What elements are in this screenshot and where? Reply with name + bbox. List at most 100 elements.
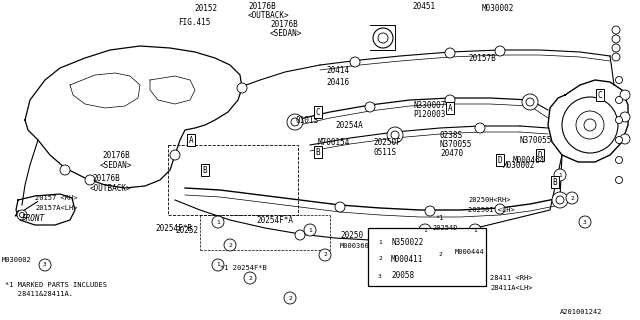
Circle shape <box>612 35 620 43</box>
Text: 20252: 20252 <box>175 226 198 235</box>
Circle shape <box>552 192 568 208</box>
Text: M000360: M000360 <box>340 243 370 249</box>
Circle shape <box>620 112 630 122</box>
Circle shape <box>212 216 224 228</box>
Circle shape <box>445 95 455 105</box>
Circle shape <box>612 26 620 34</box>
Circle shape <box>304 224 316 236</box>
Circle shape <box>170 150 180 160</box>
Text: N370055: N370055 <box>520 135 552 145</box>
Circle shape <box>319 249 331 261</box>
Text: 1: 1 <box>473 228 477 233</box>
Circle shape <box>390 130 400 140</box>
Circle shape <box>17 210 27 220</box>
Text: 28411 <RH>: 28411 <RH> <box>490 275 532 281</box>
Circle shape <box>555 195 565 205</box>
Text: 1: 1 <box>423 228 427 233</box>
Circle shape <box>475 123 485 133</box>
Text: M030002: M030002 <box>502 161 535 170</box>
Text: 20451: 20451 <box>412 2 435 11</box>
Text: *1: *1 <box>435 215 444 221</box>
Circle shape <box>556 196 564 204</box>
Text: 28411A<LH>: 28411A<LH> <box>490 285 532 291</box>
Text: 20254A: 20254A <box>335 121 363 130</box>
Circle shape <box>526 98 534 106</box>
Text: 2: 2 <box>248 276 252 281</box>
Text: A: A <box>448 103 452 113</box>
Text: FRONT: FRONT <box>22 214 45 223</box>
Text: *1 20254F*B: *1 20254F*B <box>220 265 267 271</box>
Text: 2: 2 <box>570 196 574 201</box>
Circle shape <box>374 253 386 265</box>
Circle shape <box>616 116 623 124</box>
Text: 1: 1 <box>216 220 220 225</box>
Circle shape <box>612 44 620 52</box>
Text: 20157B: 20157B <box>468 53 496 62</box>
Text: 0101S: 0101S <box>296 116 319 124</box>
Text: 3: 3 <box>378 274 382 278</box>
Text: D: D <box>498 156 502 164</box>
Text: 20414: 20414 <box>326 66 349 75</box>
Circle shape <box>391 131 399 139</box>
Circle shape <box>373 28 393 48</box>
Circle shape <box>616 156 623 164</box>
Circle shape <box>616 76 623 84</box>
Circle shape <box>584 119 596 131</box>
Text: <OUTBACK>: <OUTBACK> <box>248 11 290 20</box>
Circle shape <box>290 117 300 127</box>
Circle shape <box>350 57 360 67</box>
Circle shape <box>612 53 620 61</box>
Text: 20176B: 20176B <box>248 2 276 11</box>
Text: *1 MARKED PARTS INCLUDES: *1 MARKED PARTS INCLUDES <box>5 282 107 288</box>
Circle shape <box>374 236 386 248</box>
Circle shape <box>39 259 51 271</box>
Text: 20176B: 20176B <box>92 173 120 182</box>
Circle shape <box>522 94 538 110</box>
Circle shape <box>387 127 403 143</box>
Text: 20470: 20470 <box>440 148 463 157</box>
Text: 20254F*B: 20254F*B <box>155 223 192 233</box>
Text: <SEDAN>: <SEDAN> <box>100 161 132 170</box>
Circle shape <box>576 111 604 139</box>
Text: M000464: M000464 <box>513 156 545 164</box>
Circle shape <box>445 48 455 58</box>
Circle shape <box>60 165 70 175</box>
Circle shape <box>616 177 623 183</box>
Text: 1: 1 <box>216 262 220 268</box>
Text: 20250F: 20250F <box>373 138 401 147</box>
Circle shape <box>291 118 299 126</box>
Circle shape <box>620 90 630 100</box>
Text: 0238S: 0238S <box>440 131 463 140</box>
Text: B: B <box>316 148 320 156</box>
Circle shape <box>620 134 630 144</box>
Text: M000444: M000444 <box>455 249 484 255</box>
Text: 2: 2 <box>323 252 327 258</box>
Text: 0511S: 0511S <box>373 148 396 156</box>
Circle shape <box>616 137 623 143</box>
Text: <SEDAN>: <SEDAN> <box>270 28 302 37</box>
Text: N350022: N350022 <box>391 237 424 246</box>
Circle shape <box>554 169 566 181</box>
Text: 20254F*A: 20254F*A <box>256 215 293 225</box>
Text: 3: 3 <box>43 262 47 268</box>
Text: N330007: N330007 <box>413 100 445 109</box>
Circle shape <box>335 202 345 212</box>
Bar <box>368 228 486 286</box>
Text: 20250I <LH>: 20250I <LH> <box>468 207 515 213</box>
Text: 2: 2 <box>378 257 382 261</box>
Circle shape <box>284 292 296 304</box>
Text: 20250: 20250 <box>340 230 363 239</box>
Text: 2: 2 <box>228 243 232 247</box>
Circle shape <box>287 114 303 130</box>
Text: 20058: 20058 <box>391 271 414 281</box>
Text: 1: 1 <box>558 172 562 178</box>
Circle shape <box>495 46 505 56</box>
Text: 20250H<RH>: 20250H<RH> <box>468 197 511 203</box>
Text: M030002: M030002 <box>2 257 32 263</box>
Text: 20176B: 20176B <box>270 20 298 28</box>
Text: B: B <box>553 178 557 187</box>
Text: 20254D: 20254D <box>432 225 458 231</box>
Text: 20416: 20416 <box>326 77 349 86</box>
Text: P120003: P120003 <box>413 109 445 118</box>
Text: 20176B: 20176B <box>102 150 130 159</box>
